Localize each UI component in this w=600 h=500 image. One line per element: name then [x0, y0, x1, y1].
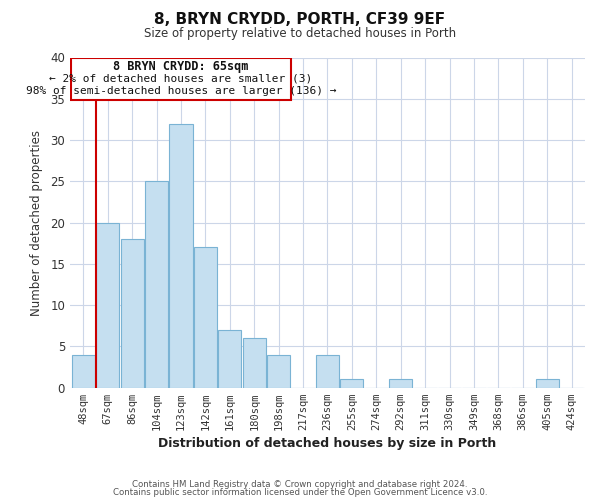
Bar	[96, 222, 119, 388]
Y-axis label: Number of detached properties: Number of detached properties	[30, 130, 43, 316]
Bar	[169, 124, 193, 388]
Text: 98% of semi-detached houses are larger (136) →: 98% of semi-detached houses are larger (…	[26, 86, 336, 96]
X-axis label: Distribution of detached houses by size in Porth: Distribution of detached houses by size …	[158, 437, 497, 450]
Text: ← 2% of detached houses are smaller (3): ← 2% of detached houses are smaller (3)	[49, 73, 313, 83]
Bar	[242, 338, 266, 388]
Bar	[267, 354, 290, 388]
Bar	[536, 380, 559, 388]
Bar	[145, 182, 168, 388]
Bar	[194, 248, 217, 388]
FancyBboxPatch shape	[71, 58, 291, 100]
Bar	[316, 354, 339, 388]
Text: Contains HM Land Registry data © Crown copyright and database right 2024.: Contains HM Land Registry data © Crown c…	[132, 480, 468, 489]
Text: 8 BRYN CRYDD: 65sqm: 8 BRYN CRYDD: 65sqm	[113, 60, 249, 73]
Bar	[72, 354, 95, 388]
Bar	[218, 330, 241, 388]
Text: 8, BRYN CRYDD, PORTH, CF39 9EF: 8, BRYN CRYDD, PORTH, CF39 9EF	[154, 12, 446, 28]
Bar	[121, 239, 144, 388]
Bar	[340, 380, 364, 388]
Text: Contains public sector information licensed under the Open Government Licence v3: Contains public sector information licen…	[113, 488, 487, 497]
Bar	[389, 380, 412, 388]
Text: Size of property relative to detached houses in Porth: Size of property relative to detached ho…	[144, 28, 456, 40]
